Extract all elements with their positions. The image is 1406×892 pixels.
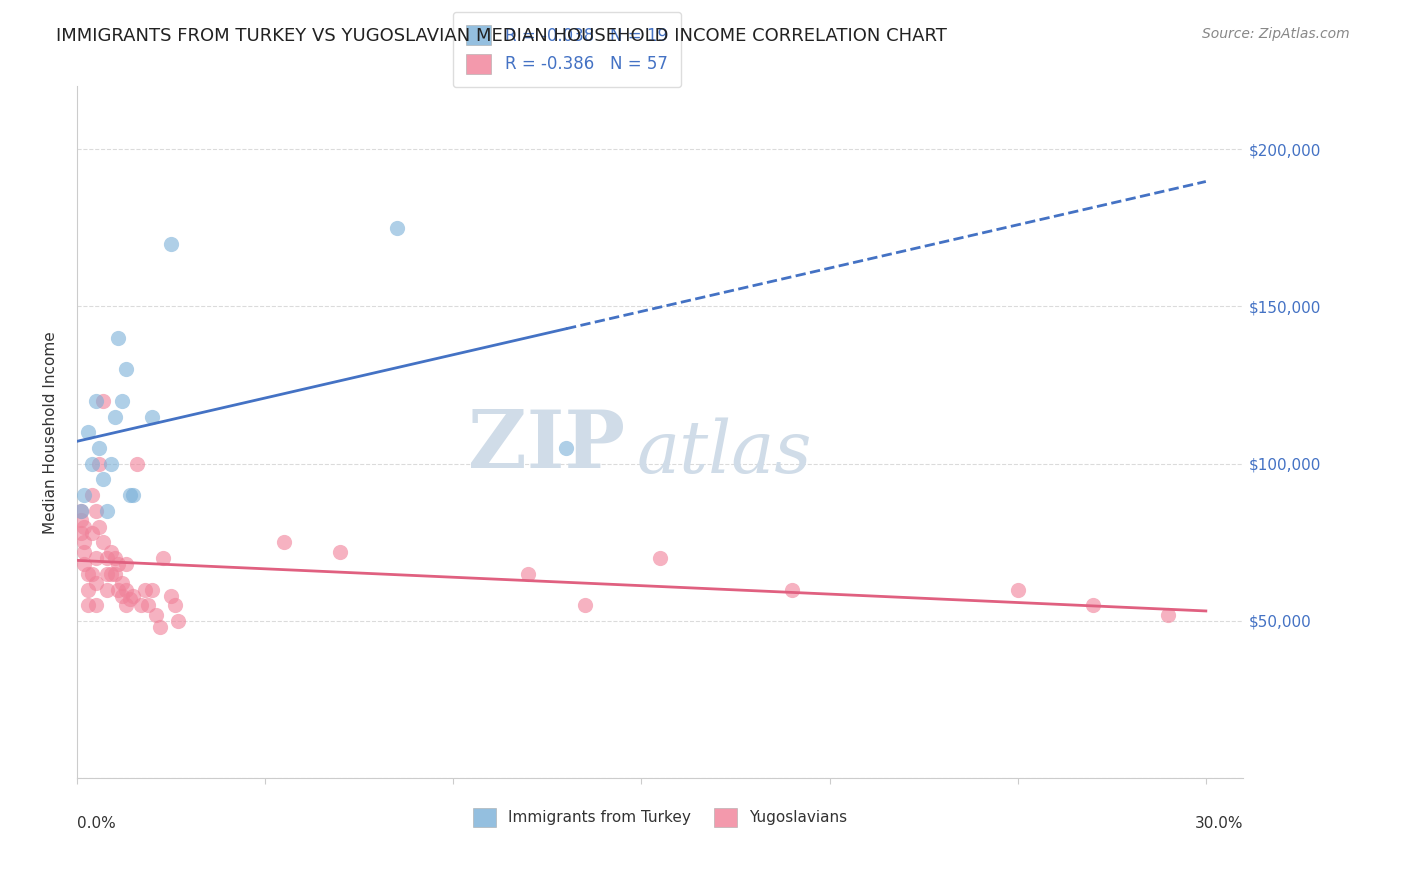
Point	[114, 599, 136, 613]
Point	[96, 504, 118, 518]
Point	[160, 236, 183, 251]
Point	[122, 488, 145, 502]
Text: atlas: atlas	[637, 417, 813, 488]
Text: 30.0%: 30.0%	[1195, 816, 1243, 831]
Point	[114, 362, 136, 376]
Point	[73, 558, 96, 572]
Point	[77, 425, 100, 440]
Point	[96, 551, 118, 566]
Point	[114, 582, 136, 597]
Point	[1081, 599, 1104, 613]
Point	[100, 457, 122, 471]
Point	[122, 589, 145, 603]
Point	[73, 488, 96, 502]
Point	[73, 535, 96, 549]
Point	[77, 599, 100, 613]
Point	[111, 589, 134, 603]
Point	[73, 545, 96, 559]
Point	[167, 614, 190, 628]
Point	[129, 599, 152, 613]
Point	[80, 457, 103, 471]
Point	[111, 576, 134, 591]
Point	[111, 393, 134, 408]
Point	[103, 566, 125, 581]
Point	[100, 566, 122, 581]
Point	[163, 599, 186, 613]
Point	[100, 545, 122, 559]
Point	[89, 441, 111, 455]
Point	[385, 220, 408, 235]
Point	[69, 504, 91, 518]
Point	[69, 513, 91, 527]
Point	[118, 591, 141, 606]
Text: IMMIGRANTS FROM TURKEY VS YUGOSLAVIAN MEDIAN HOUSEHOLD INCOME CORRELATION CHART: IMMIGRANTS FROM TURKEY VS YUGOSLAVIAN ME…	[56, 27, 948, 45]
Point	[80, 525, 103, 540]
Legend: Immigrants from Turkey, Yugoslavians: Immigrants from Turkey, Yugoslavians	[467, 802, 853, 833]
Point	[160, 589, 183, 603]
Point	[118, 488, 141, 502]
Point	[91, 393, 114, 408]
Point	[96, 582, 118, 597]
Point	[89, 519, 111, 533]
Point	[780, 582, 803, 597]
Text: ZIP: ZIP	[468, 407, 626, 485]
Point	[84, 504, 107, 518]
Text: Source: ZipAtlas.com: Source: ZipAtlas.com	[1202, 27, 1350, 41]
Point	[103, 551, 125, 566]
Point	[103, 409, 125, 424]
Point	[84, 393, 107, 408]
Point	[107, 582, 129, 597]
Point	[152, 551, 174, 566]
Point	[329, 545, 352, 559]
Point	[125, 457, 148, 471]
Point	[555, 441, 578, 455]
Point	[84, 551, 107, 566]
Point	[134, 582, 156, 597]
Point	[141, 409, 163, 424]
Point	[145, 607, 167, 622]
Point	[77, 582, 100, 597]
Point	[650, 551, 672, 566]
Point	[96, 566, 118, 581]
Point	[107, 331, 129, 345]
Point	[77, 566, 100, 581]
Point	[1007, 582, 1029, 597]
Point	[84, 576, 107, 591]
Point	[69, 525, 91, 540]
Point	[141, 582, 163, 597]
Point	[73, 519, 96, 533]
Point	[89, 457, 111, 471]
Point	[149, 620, 172, 634]
Point	[80, 566, 103, 581]
Point	[273, 535, 295, 549]
Point	[91, 535, 114, 549]
Point	[69, 504, 91, 518]
Point	[1157, 607, 1180, 622]
Y-axis label: Median Household Income: Median Household Income	[44, 331, 58, 533]
Point	[84, 599, 107, 613]
Point	[91, 473, 114, 487]
Point	[517, 566, 540, 581]
Text: 0.0%: 0.0%	[77, 816, 115, 831]
Point	[138, 599, 160, 613]
Point	[114, 558, 136, 572]
Point	[574, 599, 596, 613]
Point	[107, 558, 129, 572]
Point	[80, 488, 103, 502]
